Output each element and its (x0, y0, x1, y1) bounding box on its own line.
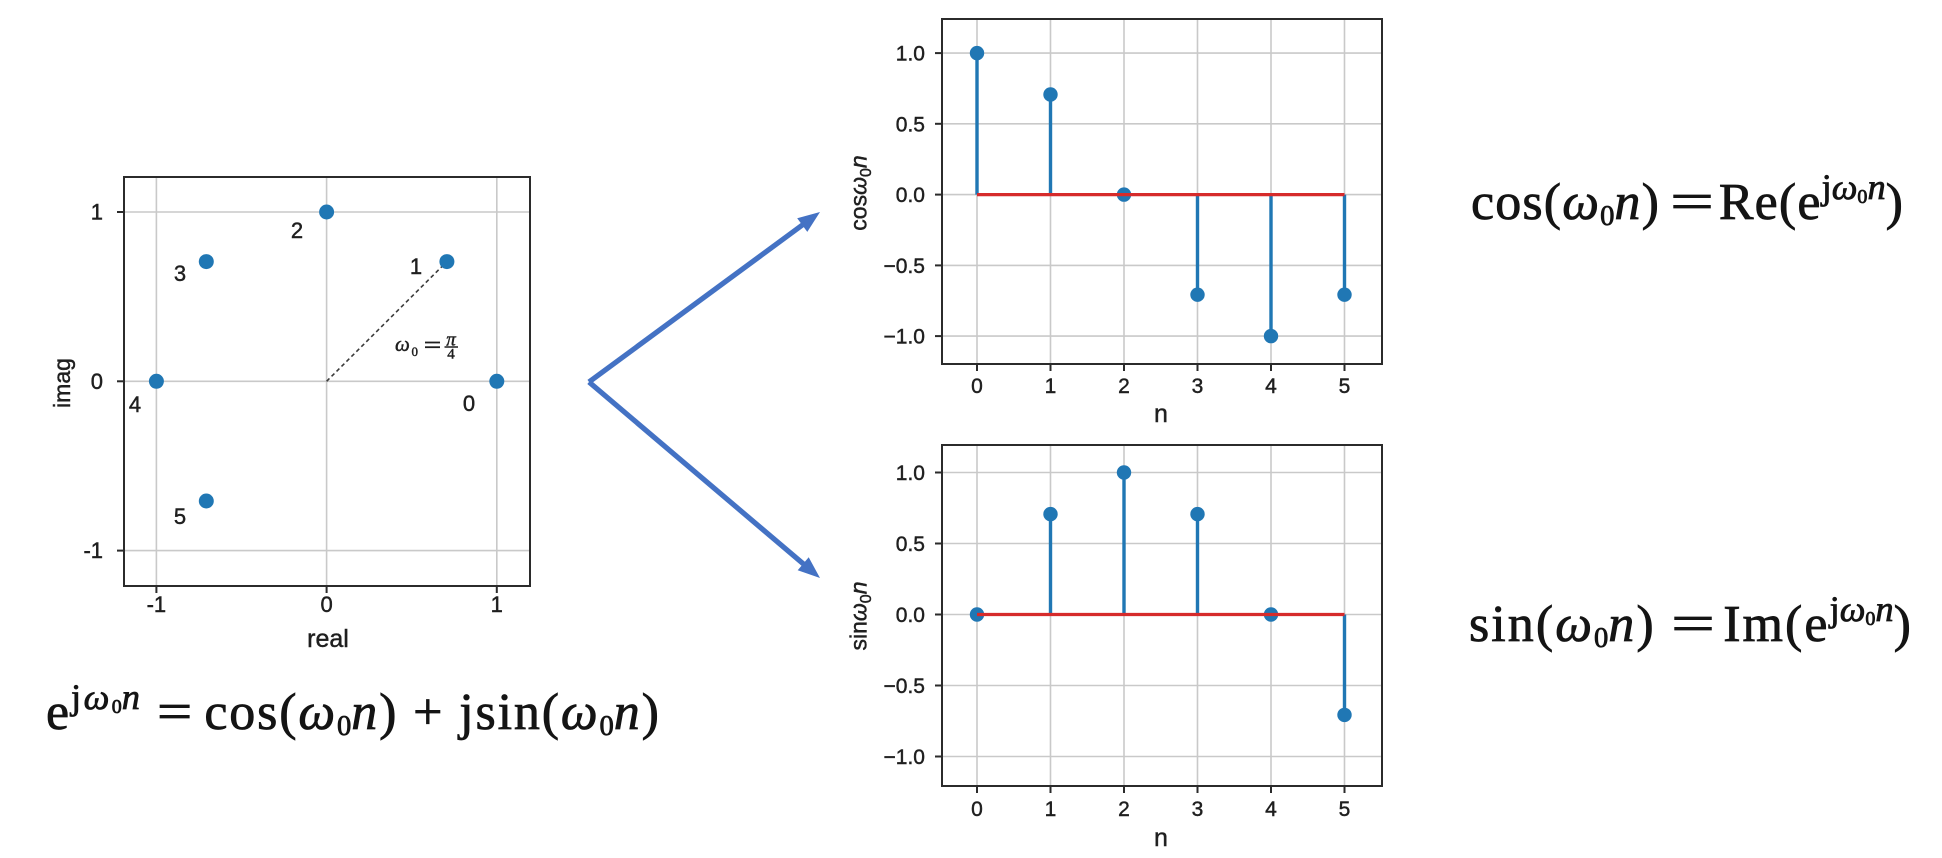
svg-text:−1.0: −1.0 (884, 746, 925, 769)
svg-text:1.0: 1.0 (896, 462, 925, 485)
svg-text:5: 5 (1339, 375, 1351, 398)
svg-text:sinω0n: sinω0n (846, 581, 876, 650)
svg-text:0: 0 (971, 375, 983, 398)
svg-text:0: 0 (320, 592, 332, 617)
svg-text:1: 1 (91, 200, 103, 225)
svg-text:−0.5: −0.5 (884, 675, 925, 698)
svg-text:3: 3 (174, 261, 186, 286)
svg-text:1: 1 (491, 592, 503, 617)
svg-text:real: real (307, 625, 349, 653)
svg-text:1: 1 (410, 254, 422, 279)
svg-text:3: 3 (1192, 798, 1204, 821)
svg-text:1: 1 (1045, 798, 1057, 821)
svg-text:0: 0 (91, 369, 103, 394)
svg-text:−1.0: −1.0 (884, 326, 925, 349)
svg-text:1.0: 1.0 (896, 43, 925, 66)
svg-text:2: 2 (1118, 375, 1130, 398)
svg-text:π: π (446, 330, 456, 351)
svg-text:0.0: 0.0 (896, 604, 925, 627)
svg-text:4: 4 (129, 392, 141, 417)
svg-text:n: n (1154, 824, 1168, 852)
svg-text:cosω0n: cosω0n (846, 155, 876, 230)
svg-text:0.0: 0.0 (896, 184, 925, 207)
svg-text:0: 0 (463, 391, 475, 416)
svg-text:0.5: 0.5 (896, 533, 925, 556)
svg-text:-1: -1 (83, 538, 103, 563)
svg-text:0: 0 (412, 344, 419, 359)
svg-text:1: 1 (1045, 375, 1057, 398)
svg-text:imag: imag (49, 358, 75, 408)
svg-text:4: 4 (1265, 375, 1277, 398)
svg-text:n: n (1154, 400, 1168, 428)
svg-text:4: 4 (447, 347, 455, 363)
svg-text:0.5: 0.5 (896, 113, 925, 136)
svg-text:2: 2 (1118, 798, 1130, 821)
svg-text:−0.5: −0.5 (884, 255, 925, 278)
svg-text:2: 2 (291, 218, 303, 243)
svg-text:3: 3 (1192, 375, 1204, 398)
svg-text:4: 4 (1265, 798, 1277, 821)
svg-text:-1: -1 (147, 592, 167, 617)
svg-text:5: 5 (1339, 798, 1351, 821)
svg-text:ω: ω (395, 332, 410, 356)
svg-text:5: 5 (174, 504, 186, 529)
svg-text:0: 0 (971, 798, 983, 821)
